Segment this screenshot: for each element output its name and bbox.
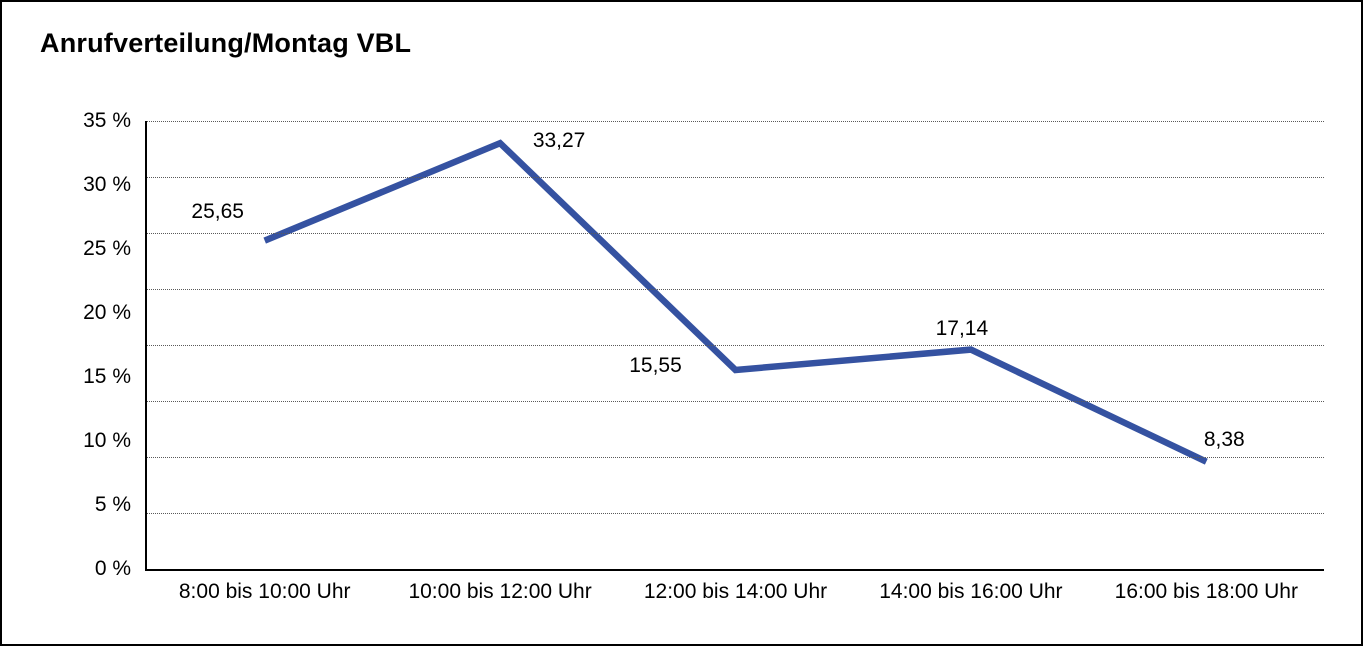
gridline xyxy=(147,345,1324,346)
data-point-label: 33,27 xyxy=(532,129,586,153)
x-axis-label: 16:00 bis 18:00 Uhr xyxy=(1114,580,1298,603)
y-tick-label: 35 % xyxy=(83,109,131,132)
x-axis-label: 8:00 bis 10:00 Uhr xyxy=(178,580,351,603)
x-axis-line xyxy=(145,569,1324,571)
y-tick-label: 0 % xyxy=(94,557,131,580)
data-line-svg xyxy=(263,139,1208,465)
chart-title: Anrufverteilung/Montag VBL xyxy=(40,28,412,58)
gridline xyxy=(147,233,1324,234)
data-point-label: 15,55 xyxy=(629,353,682,377)
plot-area: 35 % 30 % 25 % 20 % 15 % 10 % 5 % 0 % 8:00 bis 1… xyxy=(83,110,1324,603)
gridline xyxy=(147,457,1324,458)
x-axis-label: 12:00 bis 14:00 Uhr xyxy=(643,580,828,603)
y-tick-label: 20 % xyxy=(83,301,131,324)
x-axis-label: 10:00 bis 12:00 Uhr xyxy=(408,580,592,603)
y-tick-label: 30 % xyxy=(83,173,131,196)
data-point-label: 17,14 xyxy=(935,316,989,340)
gridline xyxy=(147,289,1324,290)
y-axis-line xyxy=(145,121,147,571)
y-tick-label: 25 % xyxy=(83,237,131,260)
data-point-label: 8,38 xyxy=(1203,427,1245,451)
x-axis-label: 14:00 bis 16:00 Uhr xyxy=(879,580,1063,603)
gridline xyxy=(147,121,1324,122)
data-line xyxy=(263,139,1208,465)
y-tick-label: 10 % xyxy=(83,429,131,452)
y-tick-label: 15 % xyxy=(83,365,131,388)
gridline xyxy=(147,513,1324,514)
data-point-label: 25,65 xyxy=(191,199,244,223)
gridline xyxy=(147,401,1324,402)
y-tick-label: 5 % xyxy=(94,493,131,516)
gridline xyxy=(147,177,1324,178)
